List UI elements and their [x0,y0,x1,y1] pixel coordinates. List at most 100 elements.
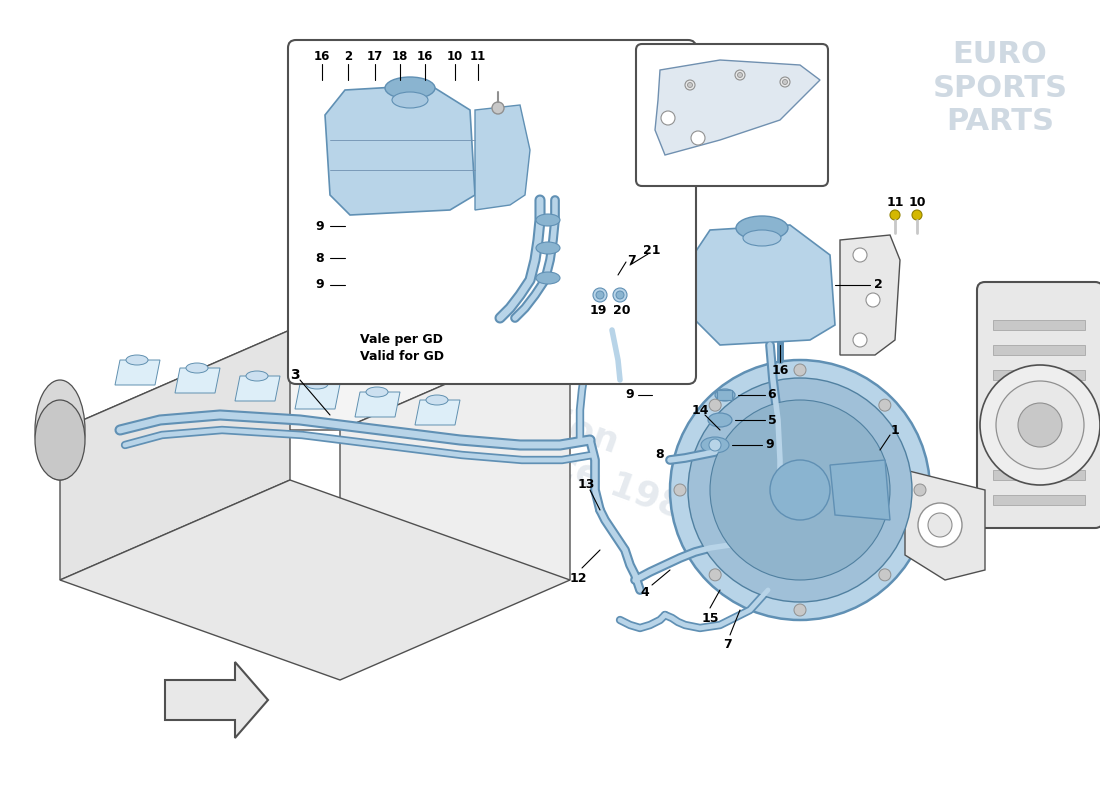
Circle shape [980,365,1100,485]
Ellipse shape [596,291,604,299]
Polygon shape [60,330,290,580]
Circle shape [852,333,867,347]
Polygon shape [324,85,475,215]
Text: 21: 21 [644,243,661,257]
Circle shape [670,360,930,620]
Polygon shape [60,480,570,680]
Ellipse shape [246,371,268,381]
Text: 20: 20 [614,303,630,317]
Text: 10: 10 [909,195,926,209]
Bar [993,370,1085,380]
Circle shape [710,439,720,451]
Ellipse shape [35,400,85,480]
Text: 17: 17 [367,50,383,62]
Polygon shape [830,460,890,520]
Ellipse shape [392,92,428,108]
Text: 18: 18 [392,50,408,62]
Circle shape [737,73,742,78]
Circle shape [710,569,722,581]
Circle shape [912,210,922,220]
Text: 15: 15 [702,611,718,625]
Text: 9: 9 [766,438,774,451]
Text: 9: 9 [316,278,324,291]
Circle shape [770,460,830,520]
Circle shape [661,111,675,125]
Polygon shape [905,470,984,580]
Text: 19: 19 [590,303,607,317]
Text: 9: 9 [316,219,324,233]
Text: 12: 12 [570,571,586,585]
Bar [993,345,1085,355]
Circle shape [866,293,880,307]
Circle shape [685,80,695,90]
Text: 10: 10 [447,50,463,62]
Polygon shape [840,235,900,355]
Text: 16: 16 [314,50,330,62]
Circle shape [996,381,1084,469]
Circle shape [918,503,962,547]
Circle shape [914,484,926,496]
Polygon shape [235,376,280,401]
Polygon shape [654,60,820,155]
Ellipse shape [593,288,607,302]
Ellipse shape [715,389,735,401]
Ellipse shape [385,77,435,99]
Circle shape [852,248,867,262]
Circle shape [674,484,686,496]
Circle shape [492,102,504,114]
Circle shape [691,131,705,145]
Text: 2: 2 [344,50,352,62]
Text: 7: 7 [628,254,637,266]
Text: 8: 8 [316,251,324,265]
Circle shape [879,399,891,411]
Text: EURO
SPORTS
PARTS: EURO SPORTS PARTS [933,40,1067,136]
FancyBboxPatch shape [288,40,696,384]
Circle shape [710,399,722,411]
Ellipse shape [536,242,560,254]
Ellipse shape [701,437,729,453]
Text: a passion
for parts since 1985: a passion for parts since 1985 [315,326,725,534]
Circle shape [688,82,693,87]
Polygon shape [116,360,160,385]
Text: Valid for GD: Valid for GD [360,350,444,362]
Circle shape [710,400,890,580]
Text: 11: 11 [470,50,486,62]
Polygon shape [475,105,530,210]
Bar [717,390,732,400]
Circle shape [782,79,788,85]
Polygon shape [175,368,220,393]
Bar [993,395,1085,405]
Circle shape [1018,403,1062,447]
Ellipse shape [306,379,328,389]
Bar [993,445,1085,455]
Polygon shape [60,330,570,430]
Circle shape [735,70,745,80]
Text: 16: 16 [771,363,789,377]
Text: 2: 2 [873,278,882,291]
Text: 8: 8 [656,449,664,462]
Ellipse shape [35,380,85,480]
Polygon shape [340,330,570,580]
Text: Vale per GD: Vale per GD [360,334,443,346]
Text: 13: 13 [578,478,595,491]
Bar [993,320,1085,330]
Bar [993,495,1085,505]
Circle shape [879,569,891,581]
Text: 9: 9 [626,389,635,402]
Ellipse shape [736,216,788,240]
Ellipse shape [186,363,208,373]
FancyBboxPatch shape [636,44,828,186]
Ellipse shape [613,288,627,302]
Circle shape [890,210,900,220]
Circle shape [688,378,912,602]
Bar [993,420,1085,430]
Ellipse shape [366,387,388,397]
Ellipse shape [126,355,148,365]
Text: 4: 4 [640,586,649,598]
Text: 3: 3 [290,368,300,382]
Text: 11: 11 [887,195,904,209]
Polygon shape [355,392,400,417]
Polygon shape [415,400,460,425]
Circle shape [794,604,806,616]
Bar [993,470,1085,480]
